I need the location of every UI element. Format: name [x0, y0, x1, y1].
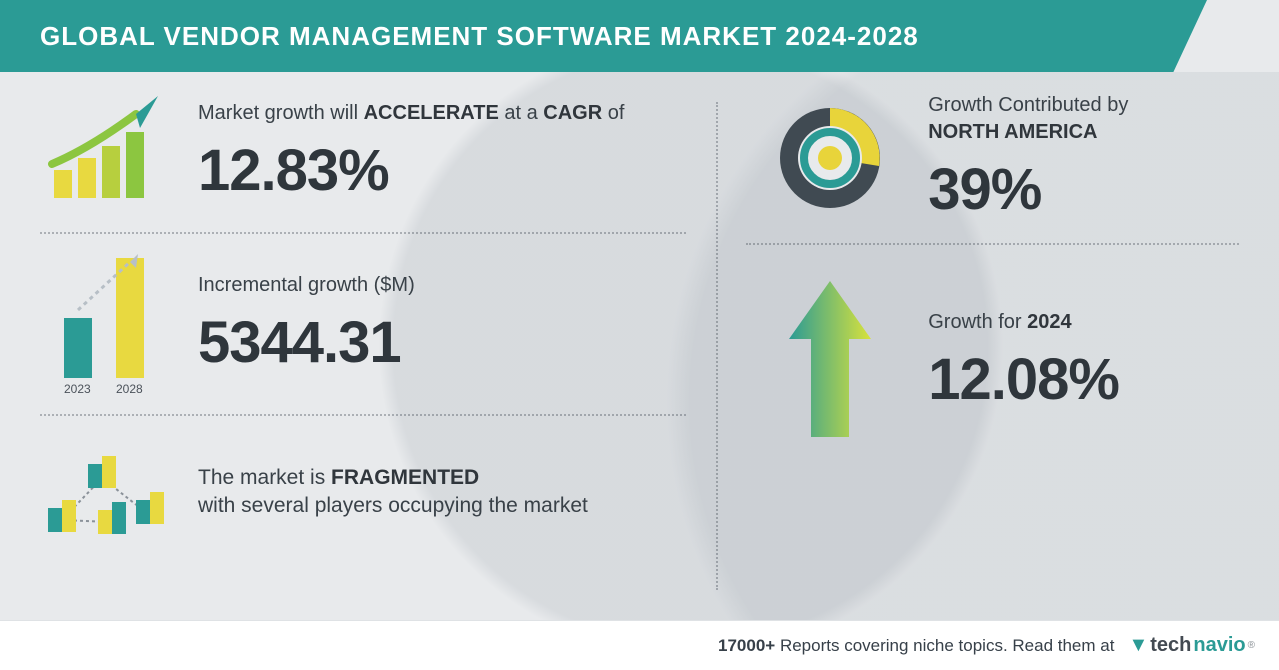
year-growth-lead: Growth for 2024: [928, 309, 1249, 336]
content-grid: Market growth will ACCELERATE at a CAGR …: [0, 72, 1279, 620]
cagr-lead-accelerate: ACCELERATE: [364, 102, 499, 124]
cagr-lead-cagr: CAGR: [543, 102, 602, 124]
incremental-lead: Incremental growth ($M): [198, 272, 686, 299]
fragmented-lead-post: with several players occupying the marke…: [198, 494, 588, 517]
cagr-lead-pre: Market growth will: [198, 102, 364, 124]
technavio-logo: ▼ technavio®: [1128, 634, 1255, 657]
up-arrow-icon: [760, 281, 900, 441]
logo-registered: ®: [1248, 640, 1255, 651]
two-bars-icon: 2023 2028: [40, 254, 170, 394]
buildings-network-icon: [40, 442, 170, 542]
incremental-cell: 2023 2028 Incremental growth ($M) 5344.3…: [0, 234, 716, 414]
region-value: 39%: [928, 156, 1249, 223]
cagr-lead-post2: of: [602, 102, 624, 124]
footer-bar: 17000+ Reports covering niche topics. Re…: [0, 620, 1279, 670]
region-lead: Growth Contributed by NORTH AMERICA: [928, 92, 1249, 146]
cagr-cell: Market growth will ACCELERATE at a CAGR …: [0, 72, 716, 232]
right-column: Growth Contributed by NORTH AMERICA 39%: [716, 72, 1279, 620]
left-column: Market growth will ACCELERATE at a CAGR …: [0, 72, 716, 620]
fragmented-lead-bold: FRAGMENTED: [331, 466, 479, 489]
logo-mark-icon: ▼: [1128, 634, 1148, 657]
footer-rest: Reports covering niche topics. Read them…: [775, 636, 1114, 655]
logo-navio: navio: [1193, 634, 1245, 657]
donut-chart-icon: [760, 98, 900, 218]
year-growth-value: 12.08%: [928, 346, 1249, 413]
year-growth-lead-bold: 2024: [1027, 311, 1072, 333]
fragmented-lead-pre: The market is: [198, 466, 331, 489]
page-title: GLOBAL VENDOR MANAGEMENT SOFTWARE MARKET…: [40, 21, 919, 52]
region-lead-pre: Growth Contributed by: [928, 94, 1128, 116]
bar-year-a: 2023: [64, 382, 91, 396]
growth-bars-arrow-icon: [40, 92, 170, 212]
year-growth-lead-pre: Growth for: [928, 311, 1027, 333]
year-growth-cell: Growth for 2024 12.08%: [716, 245, 1279, 461]
vertical-divider: [716, 102, 718, 590]
cagr-value: 12.83%: [198, 137, 686, 204]
fragmented-lead: The market is FRAGMENTED with several pl…: [198, 464, 686, 521]
incremental-value: 5344.31: [198, 309, 686, 376]
logo-tech: tech: [1150, 634, 1191, 657]
header-bar: GLOBAL VENDOR MANAGEMENT SOFTWARE MARKET…: [0, 0, 1279, 72]
bar-year-b: 2028: [116, 382, 143, 396]
fragmented-cell: The market is FRAGMENTED with several pl…: [0, 416, 716, 568]
region-lead-bold: NORTH AMERICA: [928, 121, 1097, 143]
cagr-lead: Market growth will ACCELERATE at a CAGR …: [198, 100, 686, 127]
region-cell: Growth Contributed by NORTH AMERICA 39%: [716, 72, 1279, 243]
footer-text: 17000+ Reports covering niche topics. Re…: [718, 636, 1114, 656]
cagr-lead-post: at a: [499, 102, 543, 124]
footer-count: 17000+: [718, 636, 775, 655]
